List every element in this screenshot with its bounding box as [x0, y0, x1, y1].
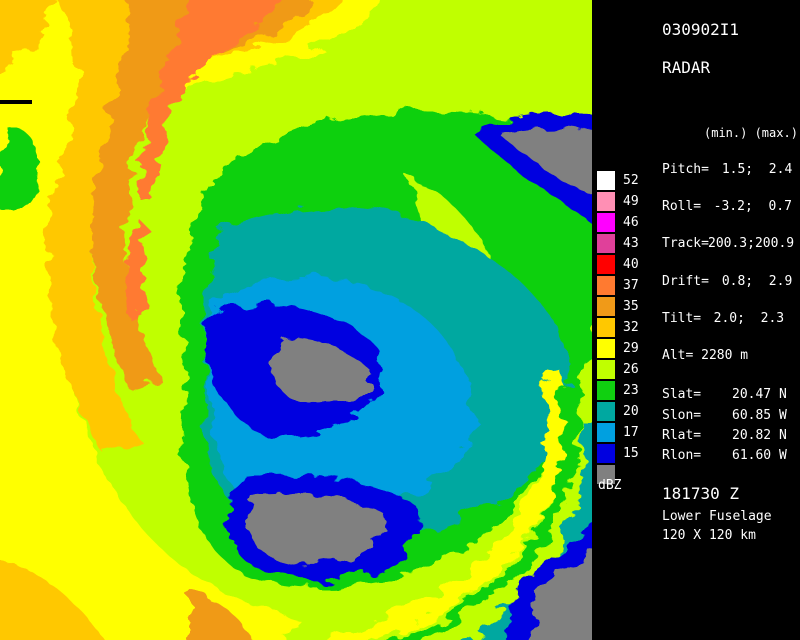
radar-reflectivity-image	[0, 0, 592, 640]
legend-row: 17	[596, 422, 656, 444]
antenna-label: Lower Fuselage	[662, 509, 772, 524]
legend-swatch	[596, 443, 616, 464]
legend-swatch	[596, 275, 616, 296]
legend-label: 15	[623, 446, 639, 461]
legend-row: 29	[596, 338, 656, 360]
legend-row: 15	[596, 443, 656, 465]
legend-row: 40	[596, 254, 656, 276]
legend-swatch	[596, 191, 616, 212]
legend-label: 17	[623, 425, 639, 440]
timestamp: 181730 Z	[662, 484, 740, 503]
min-max-header: (min.) (max.)	[704, 126, 798, 140]
range-label: 120 X 120 km	[662, 528, 756, 543]
legend-row: 43	[596, 233, 656, 255]
altitude: Alt= 2280 m	[662, 348, 749, 363]
legend-swatch	[596, 359, 616, 380]
legend-row: 26	[596, 359, 656, 381]
legend-label: 40	[623, 257, 639, 272]
sensor-mode: RADAR	[662, 58, 711, 77]
slat-label: Slat=	[662, 387, 702, 402]
legend-label: 43	[623, 236, 639, 251]
legend-row: 20	[596, 401, 656, 423]
legend-label: 32	[623, 320, 639, 335]
flight-id: 030902I1	[662, 20, 740, 39]
param-track-value: 200.3;200.9	[708, 236, 795, 251]
legend-row: 32	[596, 317, 656, 339]
legend-label: 26	[623, 362, 639, 377]
param-roll-value: -3.2; 0.7	[698, 199, 792, 214]
legend-swatch	[596, 233, 616, 254]
legend-label: 46	[623, 215, 639, 230]
param-drift-value: 0.8; 2.9	[714, 274, 793, 289]
info-panel: 030902I1 RADAR (min.) (max.) Pitch= 1.5;…	[662, 0, 800, 640]
legend-row: 46	[596, 212, 656, 234]
legend-swatch	[596, 212, 616, 233]
slat-value: 20.47 N	[732, 387, 787, 402]
legend-swatch	[596, 464, 616, 485]
legend-label: 35	[623, 299, 639, 314]
param-roll-label: Roll=	[662, 199, 702, 214]
slon-value: 60.85 W	[732, 408, 787, 423]
legend-swatch	[596, 338, 616, 359]
param-tilt-value: 2.0; 2.3	[698, 311, 785, 326]
legend-label: 29	[623, 341, 639, 356]
rlat-label: Rlat=	[662, 428, 702, 443]
slon-label: Slon=	[662, 408, 702, 423]
legend-swatch	[596, 254, 616, 275]
legend-label: 52	[623, 173, 639, 188]
legend-row	[596, 464, 656, 486]
legend-row: 49	[596, 191, 656, 213]
param-pitch-label: Pitch=	[662, 162, 709, 177]
param-tilt-label: Tilt=	[662, 311, 702, 326]
legend-row: 52	[596, 170, 656, 192]
legend-swatch	[596, 170, 616, 191]
legend-label: 37	[623, 278, 639, 293]
param-track-label: Track=	[662, 236, 709, 251]
rlon-value: 61.60 W	[732, 448, 787, 463]
legend-row: 23	[596, 380, 656, 402]
rlon-label: Rlon=	[662, 448, 702, 463]
legend-unit: dBZ	[598, 478, 622, 493]
legend-swatch	[596, 296, 616, 317]
legend-label: 49	[623, 194, 639, 209]
legend-swatch	[596, 401, 616, 422]
legend-label: 23	[623, 383, 639, 398]
legend-label: 20	[623, 404, 639, 419]
legend-row: 37	[596, 275, 656, 297]
param-pitch-value: 1.5; 2.4	[714, 162, 793, 177]
legend-row: 35	[596, 296, 656, 318]
param-drift-label: Drift=	[662, 274, 709, 289]
rlat-value: 20.82 N	[732, 428, 787, 443]
legend-swatch	[596, 422, 616, 443]
legend-swatch	[596, 380, 616, 401]
legend-swatch	[596, 317, 616, 338]
